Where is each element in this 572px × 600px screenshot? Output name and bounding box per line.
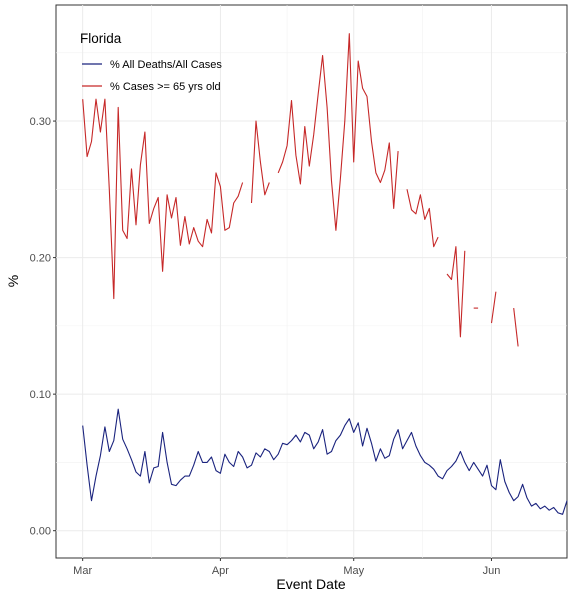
x-tick-label: Mar: [73, 565, 92, 577]
y-tick-label: 0.30: [30, 116, 51, 128]
series-line-segment: [406, 189, 439, 248]
series-line-segment: [490, 291, 497, 324]
axes: 0.00 0.10 0.20 0.30 Mar Apr May Jun: [30, 116, 501, 577]
plot-panel: [55, 4, 568, 559]
y-tick-label: 0.00: [30, 526, 51, 538]
x-tick-label: May: [343, 565, 364, 577]
series-layer: [82, 33, 568, 515]
legend: Florida % All Deaths/All Cases % Cases >…: [80, 31, 222, 93]
series-line-segment: [513, 308, 519, 347]
x-tick-label: Apr: [212, 565, 229, 577]
grid: [56, 5, 567, 558]
series-cases-65-plus: [82, 33, 519, 347]
series-line-segment: [277, 33, 399, 231]
series-line-segment: [250, 120, 270, 204]
series-line-segment: [82, 408, 568, 515]
series-line-segment: [82, 98, 244, 300]
series-line-segment: [446, 246, 466, 338]
legend-label-65plus: % Cases >= 65 yrs old: [110, 81, 221, 93]
y-axis-title: %: [5, 275, 21, 287]
y-tick-label: 0.10: [30, 389, 51, 401]
legend-title: Florida: [80, 31, 122, 46]
x-tick-label: Jun: [483, 565, 501, 577]
y-tick-label: 0.20: [30, 253, 51, 265]
legend-label-deaths: % All Deaths/All Cases: [110, 59, 222, 71]
series-deaths-per-cases: [82, 408, 568, 515]
x-axis-title: Event Date: [276, 576, 345, 592]
